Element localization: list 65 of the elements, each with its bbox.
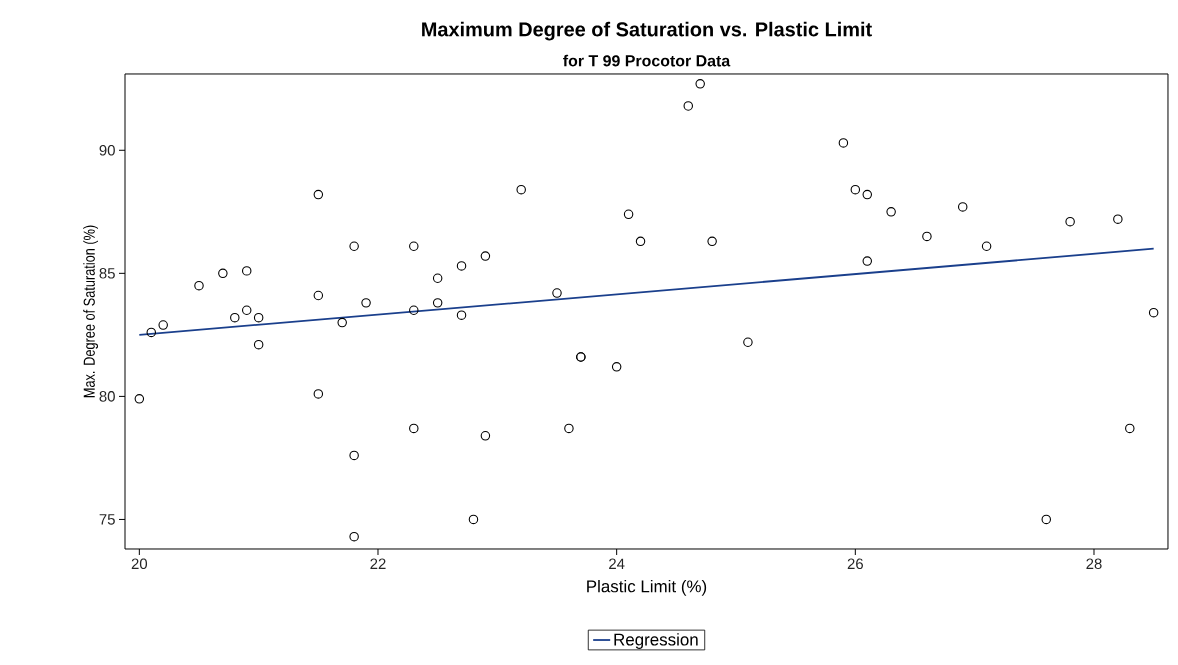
point (623, 209, 634, 220)
point (564, 423, 574, 434)
point (253, 312, 264, 323)
point (241, 305, 252, 315)
point (337, 317, 347, 328)
point (862, 256, 873, 266)
point (349, 450, 359, 461)
chart-title: Maximum Degree of Saturation vs. Plastic Limit (422, 21, 872, 41)
point (409, 423, 419, 434)
point (432, 298, 443, 308)
x-axis-title: Plastic Limit (%) (587, 579, 707, 596)
x-tick-label: 20 (131, 558, 148, 570)
point (695, 79, 705, 89)
point (850, 184, 861, 195)
legend-label: Regression (614, 633, 698, 649)
x-tick-label: 28 (1086, 558, 1102, 570)
point (313, 290, 324, 301)
point (743, 337, 753, 347)
point (456, 261, 467, 271)
point (707, 236, 717, 247)
point (194, 280, 204, 291)
point (456, 310, 467, 320)
point (1148, 307, 1159, 318)
point (516, 184, 526, 195)
point (158, 320, 168, 330)
point (313, 189, 324, 200)
y-tick-label: 75 (99, 514, 115, 525)
point (480, 251, 491, 261)
point (361, 298, 371, 308)
point (886, 207, 896, 217)
point (611, 362, 622, 372)
point (134, 394, 145, 404)
point (468, 514, 479, 525)
point (409, 305, 419, 315)
point (313, 389, 324, 399)
point (635, 236, 646, 247)
point (480, 431, 491, 441)
point (838, 138, 849, 148)
y-axis-title: Max. Degree of Saturation (%) (83, 225, 99, 398)
point (146, 327, 157, 338)
point (241, 266, 252, 276)
point (957, 202, 968, 212)
point (1041, 514, 1052, 525)
x-tick-label: 26 (847, 558, 863, 570)
point (218, 268, 228, 279)
point (1065, 216, 1075, 227)
point (552, 288, 562, 298)
y-tick-label: 85 (99, 268, 115, 279)
x-tick-label: 22 (370, 558, 386, 569)
point (862, 189, 873, 200)
point (432, 273, 443, 284)
point (349, 531, 359, 542)
point (253, 339, 264, 350)
point (230, 312, 240, 323)
x-tick-label: 24 (609, 558, 625, 569)
point (922, 231, 932, 242)
chart-subtitle: for T 99 Procotor Data (563, 54, 731, 67)
point (683, 101, 694, 111)
point (981, 241, 992, 252)
point (409, 241, 419, 252)
y-tick-label: 90 (99, 144, 115, 156)
point (1113, 214, 1123, 224)
point (1125, 423, 1135, 434)
y-tick-label: 80 (99, 391, 115, 402)
point (349, 241, 359, 252)
